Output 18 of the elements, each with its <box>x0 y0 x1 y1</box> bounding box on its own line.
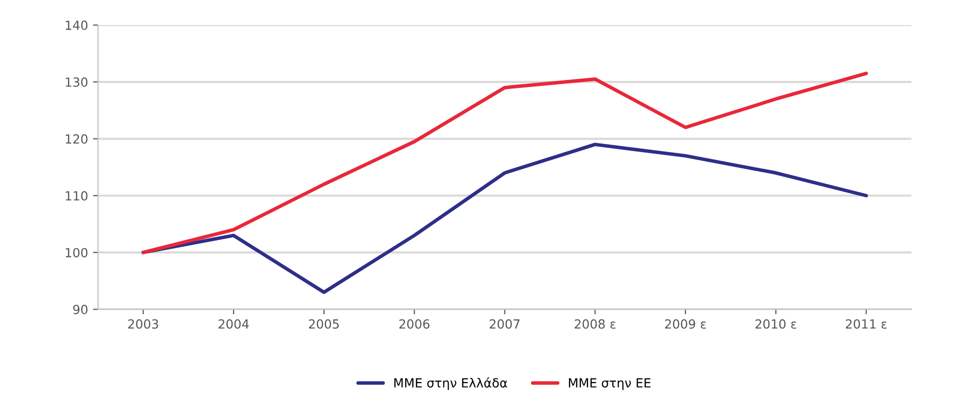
x-tick-label: 2008 ε <box>574 319 616 329</box>
legend-label: ΜΜΕ στην ΕΕ <box>568 378 650 390</box>
y-tick-label: 100 <box>66 248 88 258</box>
y-tick-label: 120 <box>66 134 88 144</box>
x-tick-label: 2010 ε <box>755 319 796 329</box>
x-tick-label: 2004 <box>218 319 249 329</box>
x-tick-label: 2006 <box>399 319 430 329</box>
y-tick-label: 90 <box>73 304 88 314</box>
x-tick-label: 2011 ε <box>846 319 887 329</box>
x-tick-label: 2009 ε <box>665 319 706 329</box>
y-tick-label: 110 <box>66 191 88 201</box>
x-tick-label: 2007 <box>490 319 520 329</box>
y-tick-label: 140 <box>66 20 88 30</box>
line-series <box>141 72 868 254</box>
x-tick-label: 2003 <box>128 319 158 329</box>
x-tick-label: 2005 <box>308 319 339 329</box>
legend-label: ΜΜΕ στην Ελλάδα <box>394 377 508 390</box>
y-tick-label: 130 <box>66 77 88 87</box>
